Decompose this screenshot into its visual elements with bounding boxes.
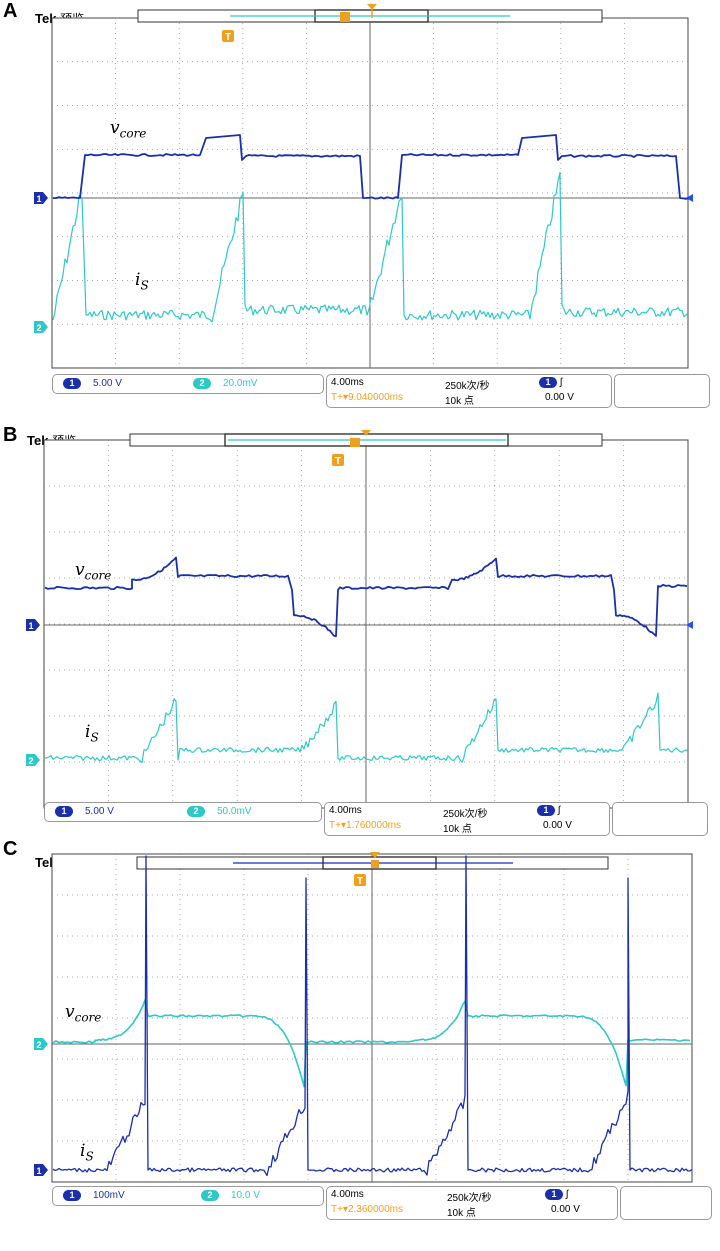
panel-label: C	[3, 838, 18, 860]
trace-is	[44, 692, 689, 764]
channel-marker-label: 2	[36, 323, 41, 333]
ch2-scale: 10.0 V	[231, 1190, 260, 1201]
trigger-pointer-icon	[367, 4, 377, 10]
trigger-marker-letter: T	[225, 32, 231, 43]
channel-marker-icon	[34, 1164, 48, 1176]
ch2-badge: 2	[193, 378, 211, 389]
trigger-level: 0.00 V	[543, 820, 572, 831]
trigger-marker-letter: T	[357, 876, 363, 887]
timebase-box: 4.00ms T+▾2.360000ms 250k次/秒 10k 点 1 ∫ 0…	[326, 1186, 618, 1220]
empty-box	[612, 802, 708, 836]
record-length: 10k 点	[445, 396, 474, 407]
trigger-bar-icon	[350, 438, 360, 447]
ch2-badge: 2	[187, 806, 205, 817]
timebase: 4.00ms	[331, 377, 364, 388]
channel-marker-icon	[34, 192, 48, 204]
trace-vcore	[52, 134, 689, 200]
scope-screen-c: T 2 1	[34, 852, 693, 1183]
trigger-position: T+▾1.760000ms	[329, 820, 402, 831]
timebase-box: 4.00ms T+▾9.040000ms 250k次/秒 10k 点 1 ∫ 0…	[326, 374, 612, 408]
channel-marker-label: 2	[36, 1040, 41, 1050]
trigger-level: 0.00 V	[545, 392, 574, 403]
ch1-scale: 5.00 V	[93, 378, 122, 389]
is-label: iS	[85, 722, 99, 745]
ch1-scale: 100mV	[93, 1190, 125, 1201]
trigger-level-icon	[686, 621, 693, 629]
ch2-badge: 2	[201, 1190, 219, 1201]
trigger-ch-badge: 1	[537, 805, 555, 816]
ch1-badge: 1	[55, 806, 73, 817]
tek-brand: Tek	[35, 855, 57, 870]
trigger-bar-icon	[340, 12, 350, 22]
panel-label: B	[3, 424, 18, 446]
is-label: iS	[135, 270, 149, 293]
sample-rate: 250k次/秒	[447, 1193, 492, 1204]
trace-vcore	[44, 556, 688, 638]
rising-edge-icon: ∫	[557, 805, 561, 817]
channel-marker-label: 1	[36, 1166, 41, 1176]
trigger-level-icon	[686, 194, 693, 202]
panel-label: A	[3, 0, 18, 22]
channel-marker-label: 1	[36, 194, 41, 204]
sample-rate: 250k次/秒	[445, 381, 490, 392]
is-label: iS	[80, 1141, 94, 1164]
trigger-position: T+▾9.040000ms	[331, 392, 404, 403]
trigger-marker-letter: T	[335, 456, 341, 467]
rising-edge-icon: ∫	[559, 377, 563, 389]
ch1-scale: 5.00 V	[85, 806, 114, 817]
channel-marker-label: 2	[28, 756, 33, 766]
channel-marker-icon	[34, 1038, 48, 1050]
panel-a: A Tek 预览 T12 vcore iS 1 5.00 V 2 20.0mV …	[0, 0, 720, 410]
trace-is	[52, 855, 693, 1177]
trigger-ch-badge: 1	[539, 377, 557, 388]
trigger-ch-badge: 1	[545, 1189, 563, 1200]
trigger-marker-icon	[222, 30, 234, 42]
channel-marker-icon	[26, 754, 40, 766]
timebase: 4.00ms	[331, 1189, 364, 1200]
trigger-pointer-icon	[361, 430, 371, 436]
ch1-badge: 1	[63, 1190, 81, 1201]
channel-box: 1 5.00 V 2 20.0mV	[52, 374, 324, 394]
empty-box	[620, 1186, 712, 1220]
rising-edge-icon: ∫	[565, 1189, 569, 1201]
timebase-box: 4.00ms T+▾1.760000ms 250k次/秒 10k 点 1 ∫ 0…	[324, 802, 610, 836]
trigger-bar-icon	[371, 860, 379, 868]
record-length: 10k 点	[447, 1208, 476, 1219]
sample-rate: 250k次/秒	[443, 809, 488, 820]
trigger-level: 0.00 V	[551, 1204, 580, 1215]
channel-marker-icon	[26, 619, 40, 631]
trigger-pointer-icon	[370, 852, 380, 858]
ch2-scale: 50.0mV	[217, 806, 252, 817]
tek-brand: Tek	[35, 11, 57, 26]
record-length: 10k 点	[443, 824, 472, 835]
trigger-position: T+▾2.360000ms	[331, 1204, 404, 1215]
channel-marker-label: 1	[28, 621, 33, 631]
ch1-badge: 1	[63, 378, 81, 389]
trigger-marker-icon	[354, 874, 366, 886]
tek-brand: Tek	[27, 433, 49, 448]
vcore-label: vcore	[75, 560, 112, 583]
panel-c: C Tek 预览 T21 vcore iS 1 100mV 2 10.0 V 4…	[0, 834, 720, 1251]
panel-b: B Tek 预览 T12 vcore iS 1 5.00 V 2 50.0mV …	[0, 420, 720, 836]
trace-vcore	[52, 999, 691, 1088]
empty-box	[614, 374, 710, 408]
scope-screen-b: T 1 2	[26, 430, 693, 809]
ch2-scale: 20.0mV	[223, 378, 258, 389]
scope-screen-a: T 1 2	[34, 4, 693, 369]
vcore-label: vcore	[110, 118, 147, 141]
channel-box: 1 5.00 V 2 50.0mV	[44, 802, 322, 822]
trigger-marker-icon	[332, 454, 344, 466]
vcore-label: vcore	[65, 1002, 102, 1025]
channel-box: 1 100mV 2 10.0 V	[52, 1186, 324, 1206]
trace-is	[52, 171, 689, 323]
timebase: 4.00ms	[329, 805, 362, 816]
channel-marker-icon	[34, 321, 48, 333]
